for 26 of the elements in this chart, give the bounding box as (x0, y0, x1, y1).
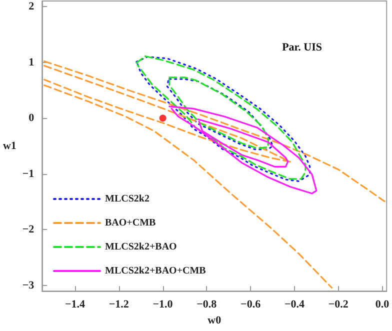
y-tick-label: 2 (28, 0, 35, 13)
y-tick-label: −2 (22, 224, 35, 236)
x-tick-label: −1.2 (108, 298, 130, 311)
line-series (44, 64, 291, 162)
legend-label: MLCS2k2+BAO+CMB (105, 266, 206, 276)
x-tick-label: −1.4 (65, 298, 86, 311)
line-series (168, 106, 318, 194)
x-tick-label: −0.8 (196, 298, 218, 311)
line-series (44, 60, 386, 202)
x-axis-title: w0 (208, 314, 222, 326)
y-tick-label: 1 (28, 56, 34, 68)
x-tick-label: 0.0 (375, 298, 390, 311)
y-tick-label: −1 (22, 168, 34, 180)
line-series (197, 118, 289, 168)
x-tick-label: −1.0 (152, 298, 174, 311)
y-tick-label: 0 (28, 112, 35, 124)
legend-label: MLCS2k2+BAO (105, 242, 178, 252)
line-series (44, 84, 333, 289)
legend-label: BAO+CMB (105, 218, 156, 228)
y-tick-label: −3 (22, 280, 35, 292)
legend-label: MLCS2k2 (105, 194, 150, 204)
annotation: Par. UIS (282, 42, 322, 54)
y-axis-title: w1 (2, 140, 16, 152)
x-tick-label: −0.6 (240, 298, 262, 311)
x-tick-label: −0.4 (284, 298, 305, 311)
x-tick-label: −0.2 (328, 298, 349, 311)
